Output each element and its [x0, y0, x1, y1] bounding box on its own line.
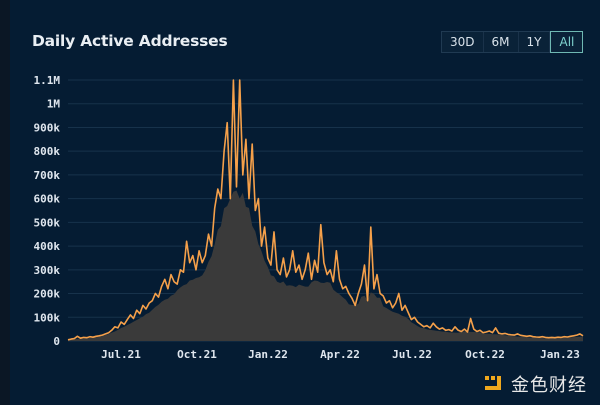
- y-tick-label: 600k: [34, 193, 61, 206]
- x-tick-label: Jul.22: [392, 348, 432, 361]
- range-button-1y[interactable]: 1Y: [519, 32, 551, 52]
- y-tick-label: 700k: [34, 169, 61, 182]
- watermark: 金色财经: [483, 371, 587, 397]
- x-tick-label: Oct.22: [465, 348, 505, 361]
- y-tick-label: 100k: [34, 311, 61, 324]
- y-tick-label: 1.1M: [34, 74, 61, 87]
- data-line: [67, 79, 584, 341]
- data-area: [68, 190, 583, 341]
- y-tick-label: 400k: [34, 240, 61, 253]
- y-tick-label: 200k: [34, 288, 61, 301]
- y-tick-label: 500k: [34, 216, 61, 229]
- y-tick-label: 300k: [34, 264, 61, 277]
- y-tick-label: 900k: [34, 121, 61, 134]
- watermark-text: 金色财经: [511, 375, 587, 396]
- y-tick-label: 800k: [34, 145, 61, 158]
- x-tick-label: Jul.21: [101, 348, 141, 361]
- y-tick-label: 0: [53, 335, 60, 348]
- time-range-selector: 30D 6M 1Y All: [441, 31, 584, 53]
- x-tick-label: Jan.23: [540, 348, 580, 361]
- x-tick-label: Oct.21: [177, 348, 217, 361]
- jinse-logo-icon: [483, 373, 505, 395]
- y-axis-labels: 0 100k 200k 300k 400k 500k 600k 700k 800k 900k 1M 1…: [34, 74, 61, 348]
- range-button-30d[interactable]: 30D: [442, 32, 484, 52]
- x-tick-label: Apr.22: [320, 348, 360, 361]
- range-button-6m[interactable]: 6M: [484, 32, 519, 52]
- y-tick-label: 1M: [47, 98, 61, 111]
- x-axis-labels: Jul.21 Oct.21 Jan.22 Apr.22 Jul.22 Oct.22 Jan.…: [101, 348, 580, 361]
- chart-title: Daily Active Addresses: [32, 32, 228, 50]
- x-tick-label: Jan.22: [248, 348, 288, 361]
- range-button-all[interactable]: All: [550, 31, 584, 53]
